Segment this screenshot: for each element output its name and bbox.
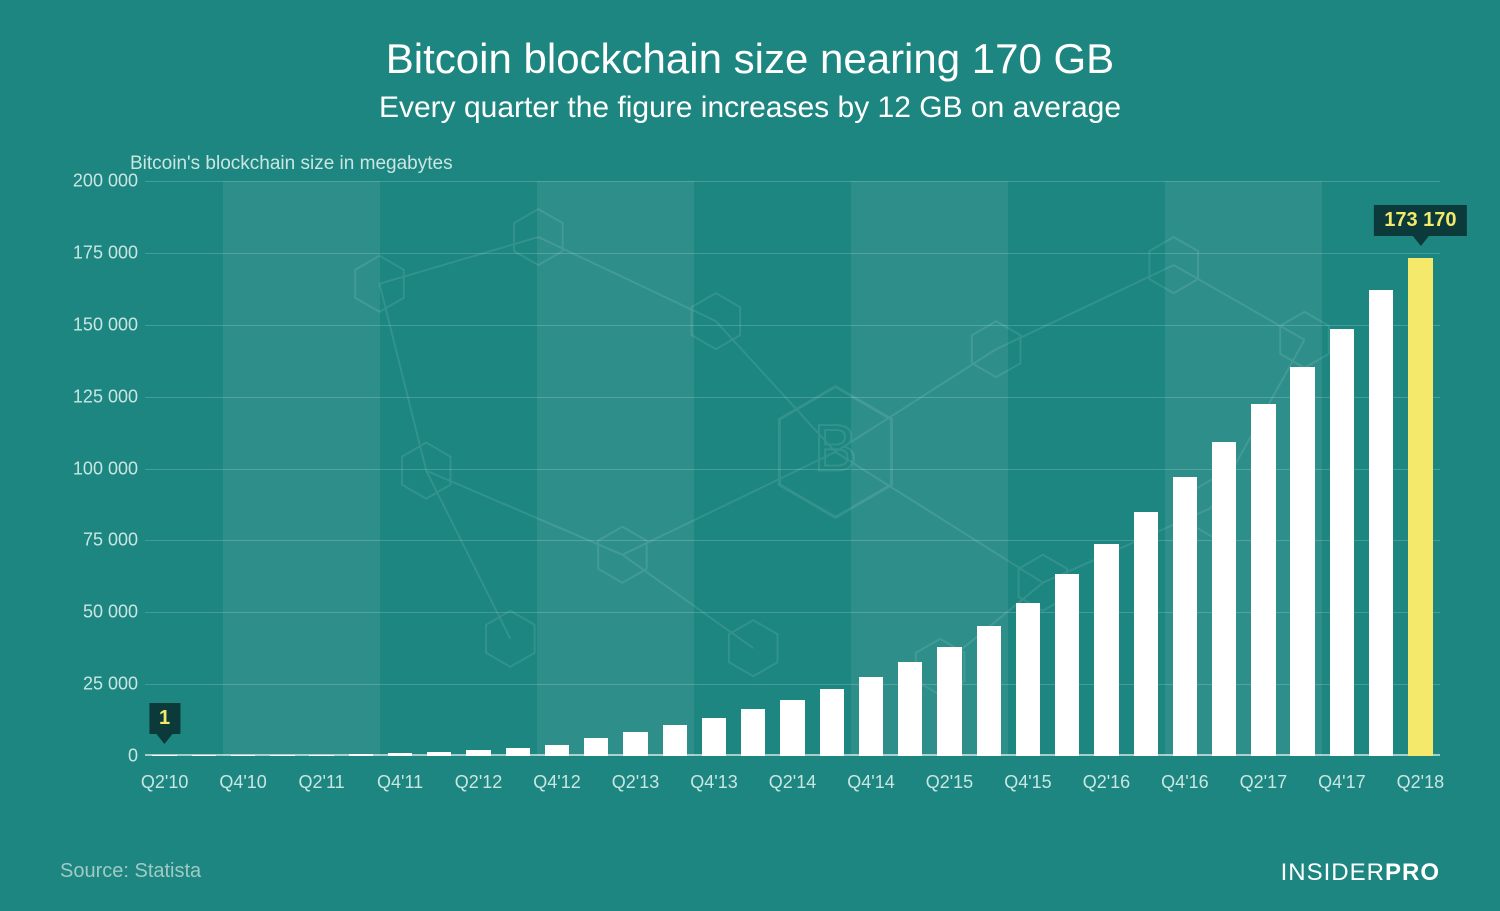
chart-subtitle: Every quarter the figure increases by 12…	[60, 91, 1440, 125]
x-tick-label: Q2'12	[455, 772, 502, 793]
bar	[270, 755, 294, 756]
y-tick-label: 0	[60, 746, 138, 767]
x-tick-label: Q4'16	[1161, 772, 1208, 793]
bar	[192, 755, 216, 756]
y-tick-label: 150 000	[60, 314, 138, 335]
bar	[1055, 574, 1079, 756]
grid-line	[145, 612, 1440, 613]
x-tick-label: Q4'12	[533, 772, 580, 793]
bar	[506, 748, 530, 756]
grid-line	[145, 684, 1440, 685]
brand-text-light: INSIDER	[1281, 859, 1385, 886]
bar	[388, 753, 412, 756]
source-label: Source: Statista	[60, 860, 201, 883]
bar	[702, 718, 726, 756]
x-tick-label: Q4'11	[377, 772, 423, 793]
data-callout: 1	[149, 703, 180, 744]
x-tick-label: Q4'13	[690, 772, 737, 793]
x-tick-label: Q2'15	[926, 772, 973, 793]
x-tick-label: Q2'18	[1397, 772, 1444, 793]
x-tick-label: Q2'16	[1083, 772, 1130, 793]
bar	[584, 738, 608, 756]
bar	[1251, 404, 1275, 756]
bar	[152, 755, 176, 756]
x-tick-label: Q4'15	[1004, 772, 1051, 793]
x-tick-label: Q2'11	[299, 772, 345, 793]
bar	[741, 709, 765, 756]
y-tick-label: 175 000	[60, 242, 138, 263]
x-tick-label: Q2'10	[141, 772, 188, 793]
callout-arrow-icon	[157, 734, 173, 744]
bar	[1016, 603, 1040, 756]
y-axis-label: Bitcoin's blockchain size in megabytes	[130, 153, 1440, 175]
bar	[1134, 512, 1158, 756]
y-tick-label: 100 000	[60, 458, 138, 479]
grid-line	[145, 253, 1440, 254]
y-tick-label: 200 000	[60, 171, 138, 192]
callout-arrow-icon	[1412, 236, 1428, 246]
plot-area: B 1173 170	[145, 181, 1440, 756]
grid-line	[145, 469, 1440, 470]
x-tick-label: Q2'13	[612, 772, 659, 793]
bar	[545, 745, 569, 756]
bar	[820, 689, 844, 756]
bar	[1330, 329, 1354, 756]
callout-value: 173 170	[1374, 205, 1466, 236]
grid-line	[145, 325, 1440, 326]
brand-text-bold: PRO	[1385, 859, 1440, 886]
bar	[231, 755, 255, 756]
bar	[780, 700, 804, 756]
bar	[663, 725, 687, 756]
bar	[898, 662, 922, 756]
y-tick-label: 50 000	[60, 602, 138, 623]
bar	[1094, 544, 1118, 756]
x-tick-label: Q2'14	[769, 772, 816, 793]
bar	[349, 754, 373, 756]
bar	[859, 677, 883, 756]
grid-line	[145, 397, 1440, 398]
x-tick-label: Q4'14	[847, 772, 894, 793]
bar	[977, 626, 1001, 756]
y-tick-label: 125 000	[60, 386, 138, 407]
chart-page: Bitcoin blockchain size nearing 170 GB E…	[0, 0, 1500, 911]
data-callout: 173 170	[1374, 205, 1466, 246]
chart-area: 0 25 000 50 000 75 000 100 000 125 000 150 000…	[60, 181, 1440, 811]
chart-title: Bitcoin blockchain size nearing 170 GB	[60, 35, 1440, 83]
y-tick-label: 75 000	[60, 530, 138, 551]
brand-logo: INSIDERPRO	[1281, 859, 1440, 887]
bar	[427, 752, 451, 756]
bar	[309, 755, 333, 756]
bar	[1369, 290, 1393, 756]
x-tick-label: Q2'17	[1240, 772, 1287, 793]
x-tick-label: Q4'10	[219, 772, 266, 793]
y-tick-label: 25 000	[60, 674, 138, 695]
x-tick-label: Q4'17	[1318, 772, 1365, 793]
bar	[466, 750, 490, 756]
bar-highlight	[1408, 258, 1432, 756]
grid-line	[145, 181, 1440, 182]
bar	[1212, 442, 1236, 756]
bar	[623, 732, 647, 756]
callout-value: 1	[149, 703, 180, 734]
bar	[1173, 477, 1197, 756]
bar	[937, 647, 961, 756]
bar	[1290, 367, 1314, 756]
grid-line	[145, 540, 1440, 541]
